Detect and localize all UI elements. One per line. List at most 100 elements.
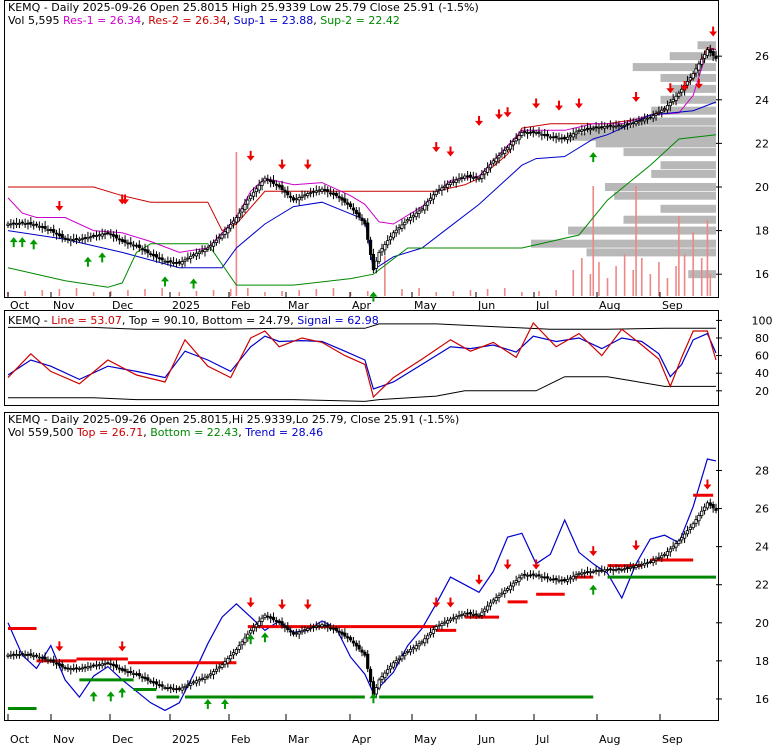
trend-candle-body <box>483 608 487 612</box>
price-ytick-label-1: 18 <box>755 225 769 238</box>
price-candle-body <box>620 125 624 128</box>
price-candle-body <box>443 185 447 188</box>
stochastic-panel-title: KEMQ - Line = 53.07, Top = 90.10, Bottom… <box>8 314 379 327</box>
trend-candle-body <box>306 628 310 631</box>
trend-candle-body <box>528 574 533 577</box>
price-candle-body <box>112 234 116 237</box>
trend-candle-body <box>517 577 521 582</box>
volume-bar <box>606 278 609 296</box>
price-candle-body <box>648 116 652 119</box>
volume-profile-bar-15 <box>651 106 716 115</box>
volume-profile-bar-13 <box>586 126 716 135</box>
price-candle-body <box>668 101 672 107</box>
price-candle-body <box>417 210 421 214</box>
res1-legend: Res-1 = 26.34 <box>63 14 141 27</box>
price-candle-body <box>426 201 430 206</box>
price-candle-body <box>386 240 390 246</box>
price-candle-body <box>360 217 364 221</box>
price-candle-body <box>260 181 264 186</box>
price-candle-body <box>186 257 190 260</box>
price-xtick-label-6: Apr <box>352 299 372 312</box>
volume-profile-bar-11 <box>595 139 716 148</box>
price-candle-body <box>271 180 276 184</box>
price-candle-body <box>346 202 350 205</box>
price-candle-body <box>132 244 136 247</box>
price-candle-body <box>585 127 590 130</box>
trend-candle-body <box>388 665 393 670</box>
price-candle-body <box>568 135 573 138</box>
trend-candle-body <box>9 654 13 657</box>
price-candle-body <box>243 204 247 211</box>
price-sell-arrow-head <box>446 151 455 157</box>
volume-bar <box>486 289 489 296</box>
price-ytick-label-0: 16 <box>755 268 769 281</box>
volume-bar <box>127 290 129 296</box>
price-buy-arrow-head <box>98 252 107 258</box>
trend-candle-body <box>317 625 321 627</box>
price-candle-body <box>180 261 184 265</box>
volume-profile-bar-9 <box>660 161 716 170</box>
price-candle-body <box>366 222 370 240</box>
price-candle-body <box>446 183 450 188</box>
volume-bar <box>700 258 703 296</box>
volume-bar <box>666 278 669 296</box>
volume-bar <box>538 291 540 296</box>
price-candle-body <box>86 236 90 240</box>
trend-candle-body <box>648 561 652 564</box>
trend-candle-body <box>157 684 161 686</box>
price-candle-body <box>628 122 632 126</box>
trend-candle-body <box>543 576 547 579</box>
trend-candle-body <box>109 663 113 666</box>
trend-candle-body <box>551 578 555 581</box>
trend-candle-body <box>360 649 364 653</box>
volume-bar <box>212 290 215 296</box>
price-candle-body <box>163 260 167 263</box>
price-candle-body <box>688 77 692 81</box>
volume-profile-bar-16 <box>660 95 716 104</box>
price-candle-body <box>563 136 567 140</box>
trend-candle-body <box>209 673 213 676</box>
trend-candle-body <box>300 630 304 633</box>
stoch-line-legend: Line = 53.07 <box>51 314 122 327</box>
stoch-symbol: KEMQ <box>8 314 41 327</box>
trend-candle-body <box>486 605 490 611</box>
trend-candle-body <box>700 510 704 517</box>
trend-candle-body <box>671 545 675 549</box>
trend-candle-body <box>694 519 698 524</box>
price-candle-body <box>103 233 107 235</box>
trend-candle-body <box>257 620 261 626</box>
trend-candle-body <box>269 616 273 619</box>
trend-candle-body <box>491 599 495 603</box>
trend-candle-body <box>520 574 524 579</box>
price-sell-arrow-head <box>278 164 287 170</box>
price-candle-body <box>303 194 307 197</box>
trend-candle-body <box>471 614 475 616</box>
trend-candle-body <box>166 687 170 690</box>
price-candle-body <box>597 126 601 129</box>
volume-profile-bar-1 <box>586 248 716 257</box>
price-candle-body <box>460 176 464 179</box>
stochastic-panel-frame <box>4 310 719 406</box>
volume-bar <box>144 289 146 296</box>
trend-candle-body <box>665 551 670 556</box>
volume-bar <box>623 254 626 296</box>
trend-ytick-label-3: 22 <box>755 579 769 592</box>
trend-candle-body <box>408 649 413 653</box>
price-candle-body <box>306 193 310 197</box>
price-candle-body <box>560 137 564 140</box>
trend-candle-body <box>651 559 655 563</box>
stoch-line <box>7 321 717 399</box>
trend-candle-body <box>440 623 444 626</box>
trend-candle-body <box>137 673 141 677</box>
price-candle-body <box>169 260 173 263</box>
price-candle-body <box>477 177 481 180</box>
price-sell-arrow-head <box>55 205 64 211</box>
trend-sell-arrow-head <box>475 579 484 585</box>
price-candle-body <box>320 188 324 192</box>
volume-bar <box>264 292 266 296</box>
price-candle-body <box>591 127 595 130</box>
price-candle-body <box>483 170 487 175</box>
trend-candle-body <box>149 680 153 683</box>
price-candle-body <box>280 185 284 190</box>
trend-candle-body <box>323 624 327 627</box>
